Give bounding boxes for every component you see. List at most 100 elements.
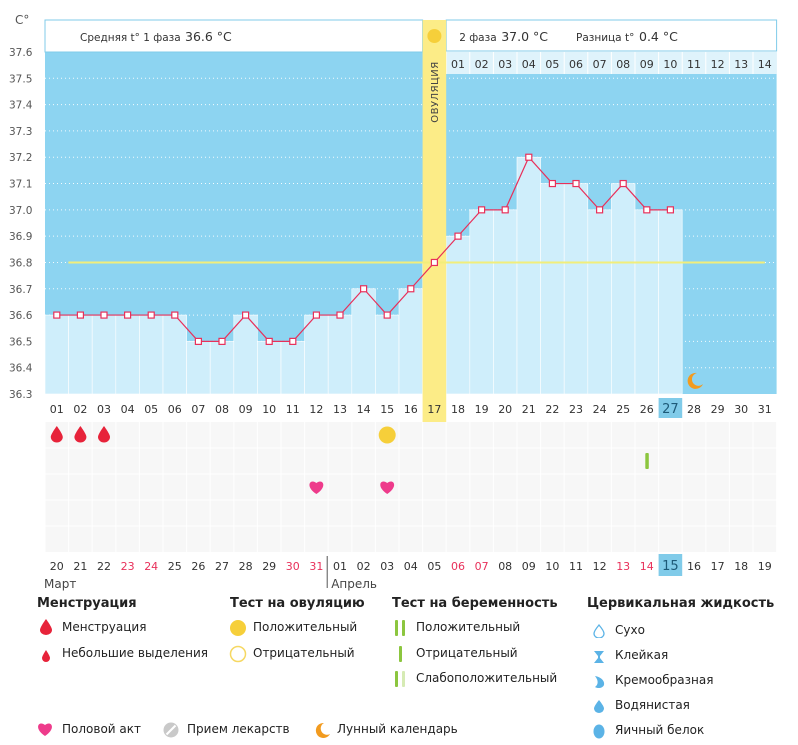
calendar-date: 06 xyxy=(451,560,465,573)
temperature-bar xyxy=(209,341,235,395)
temperature-bar xyxy=(658,209,683,395)
legend-medication: Прием лекарств xyxy=(187,722,290,736)
heart-icon xyxy=(380,481,395,494)
cycle-day-label: 14 xyxy=(357,403,371,416)
calendar-date: 28 xyxy=(239,560,253,573)
dry-drop-icon xyxy=(593,623,605,642)
calendar-date: 19 xyxy=(758,560,772,573)
temperature-bar xyxy=(563,183,589,395)
current-day-highlight xyxy=(658,398,683,418)
y-tick-label: 37.6 xyxy=(9,47,33,59)
pregnancy-faint-icon xyxy=(394,671,408,691)
cycle-day-label: 05 xyxy=(144,403,158,416)
cycle-day-label: 24 xyxy=(593,403,607,416)
y-axis-ticks: C° 37.6 37.5 37.4 37.3 37.2 37.1 37.0 36.9 36.8 36… xyxy=(9,13,33,401)
temperature-point xyxy=(171,311,179,319)
temperature-bar xyxy=(587,209,612,395)
temperature-bars xyxy=(44,156,683,395)
calendar-date: 04 xyxy=(404,560,418,573)
watery-drop-icon xyxy=(593,698,605,717)
y-tick-label: 37.4 xyxy=(9,100,33,112)
temperature-bar xyxy=(44,314,69,395)
calendar-date: 11 xyxy=(569,560,583,573)
cycle-day-label: 28 xyxy=(687,403,701,416)
temperature-bar xyxy=(611,183,636,395)
phase2-day-label: 05 xyxy=(545,58,559,71)
calendar-date: 13 xyxy=(616,560,630,573)
phase2-label: 2 фаза xyxy=(459,32,496,44)
temperature-point xyxy=(478,206,486,214)
phase2-day-label: 13 xyxy=(734,58,748,71)
calendar-date: 12 xyxy=(593,560,607,573)
spotting-drop-icon xyxy=(42,647,50,666)
cycle-day-label: 02 xyxy=(73,403,87,416)
menstruation-drop-icon xyxy=(50,426,63,443)
temperature-line xyxy=(53,153,765,389)
phase2-day-label: 10 xyxy=(663,58,677,71)
difference-value: 0.4 °C xyxy=(639,29,678,44)
temperature-bar xyxy=(304,314,329,395)
legend-pregnancy-positive: Положительный xyxy=(416,620,521,634)
y-tick-label: 37.5 xyxy=(9,73,32,85)
phase2-day-label: 14 xyxy=(758,58,772,71)
cycle-day-label: 09 xyxy=(239,403,253,416)
menstruation-drop-icon xyxy=(40,619,52,639)
temperature-point xyxy=(525,153,533,161)
temperature-point xyxy=(123,311,132,319)
temperature-point xyxy=(430,258,438,267)
temperature-point xyxy=(643,206,651,214)
temperature-bar xyxy=(139,314,164,395)
creamy-icon xyxy=(593,674,605,693)
cycle-day-label: 01 xyxy=(50,403,64,416)
ovulation-test-positive-icon xyxy=(378,426,396,444)
calendar-date: 22 xyxy=(97,560,111,573)
menstruation-drop-icon xyxy=(98,426,110,443)
calendar-date: 26 xyxy=(191,560,205,573)
legend-cervical-title: Цервикальная жидкость xyxy=(587,596,775,611)
temperature-point xyxy=(595,206,604,214)
y-tick-label: 36.3 xyxy=(9,389,32,401)
temperature-point xyxy=(289,337,297,345)
temperature-bar xyxy=(186,341,211,395)
temperature-point xyxy=(242,311,250,319)
temperature-point xyxy=(194,337,202,345)
phase2-day-label: 03 xyxy=(498,58,512,71)
temperature-point xyxy=(619,179,627,188)
calendar-date: 14 xyxy=(640,560,654,573)
cycle-day-label: 10 xyxy=(262,403,276,416)
legend-intercourse: Половой акт xyxy=(62,722,141,736)
cycle-day-label: 30 xyxy=(734,403,748,416)
temperature-point xyxy=(218,337,226,345)
cycle-day-label: 16 xyxy=(404,403,418,416)
calendar-dates: 20 21 22 23 24 25 26 27 28 29 30 31 01 02 03 04 05 06 07 08… xyxy=(44,554,772,591)
cycle-day-label: 06 xyxy=(168,403,182,416)
temperature-bar xyxy=(634,209,659,395)
legend-pregnancy-title: Тест на беременность xyxy=(392,596,558,611)
calendar-date: 09 xyxy=(522,560,536,573)
y-tick-label: 37.3 xyxy=(9,126,32,138)
y-tick-label: 37.0 xyxy=(9,205,32,217)
temperature-point xyxy=(312,311,320,319)
cycle-day-label: 26 xyxy=(640,403,654,416)
moon-icon xyxy=(687,372,703,389)
legend-ovulation-negative: Отрицательный xyxy=(253,646,355,660)
temperature-bar xyxy=(280,341,305,395)
y-tick-label: 37.2 xyxy=(9,152,32,164)
legend-pregnancy-negative: Отрицательный xyxy=(416,646,518,660)
temperature-point xyxy=(666,206,675,214)
legend-menstruation-title: Менструация xyxy=(37,596,137,611)
calendar-date: 17 xyxy=(711,560,725,573)
phase2-day-label: 01 xyxy=(451,58,465,71)
phase2-day-label: 09 xyxy=(640,58,654,71)
heart-icon xyxy=(309,481,324,494)
calendar-date: 07 xyxy=(475,560,489,573)
y-tick-label: 36.5 xyxy=(9,336,32,348)
marker-grid xyxy=(44,422,778,552)
temperature-bar xyxy=(257,341,282,395)
legend-cervical-creamy: Кремообразная xyxy=(615,673,714,687)
calendar-date: 16 xyxy=(687,560,701,573)
cycle-day-label: 18 xyxy=(451,403,465,416)
phase2-day-label: 02 xyxy=(475,58,489,71)
phase1-label: Средняя t° 1 фаза xyxy=(80,32,181,44)
